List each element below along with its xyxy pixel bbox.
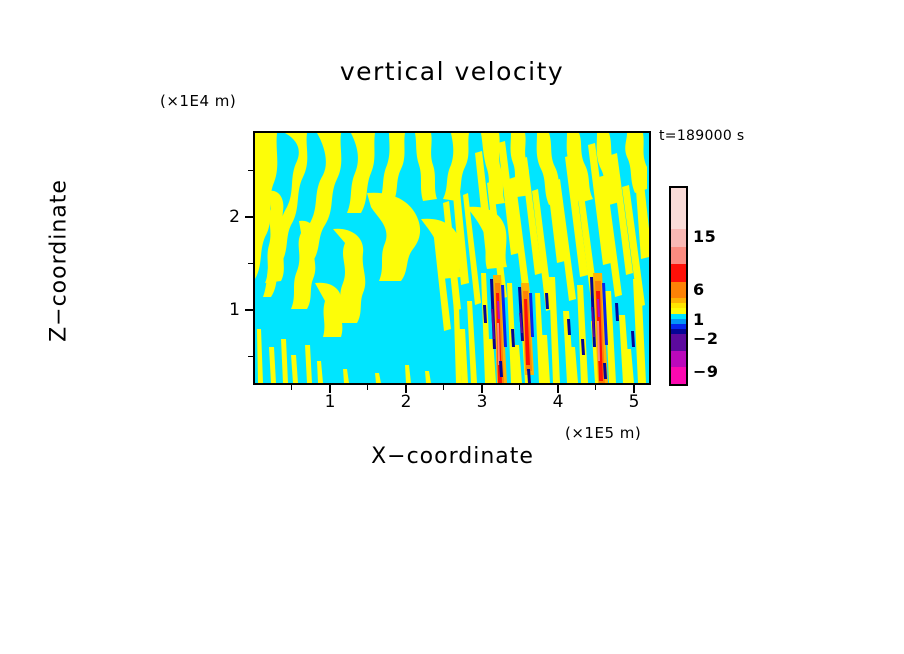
- colorbar-label-1: 1: [693, 310, 705, 329]
- y-tick-major-1: [245, 309, 253, 311]
- x-tick-major-5: [633, 385, 635, 393]
- colorbar-label-15: 15: [693, 227, 717, 246]
- colorbar-label-minus2: −2: [693, 329, 719, 348]
- colorbar-band-12: [671, 334, 686, 351]
- y-tick-minor: [248, 356, 253, 357]
- colorbar-band-13: [671, 350, 686, 368]
- y-tick-minor: [248, 170, 253, 171]
- colorbar-band-9: [671, 318, 686, 324]
- x-tick-major-2: [405, 385, 407, 393]
- x-tick-minor: [291, 385, 292, 390]
- x-tick-minor: [367, 385, 368, 390]
- colorbar-band-5: [671, 298, 686, 304]
- colorbar-label-minus9: −9: [693, 362, 719, 381]
- colorbar-band-3: [671, 263, 686, 282]
- x-tick-label-3: 3: [476, 392, 488, 412]
- x-tick-minor: [443, 385, 444, 390]
- x-tick-minor: [519, 385, 520, 390]
- x-tick-label-5: 5: [628, 392, 640, 412]
- x-tick-minor: [595, 385, 596, 390]
- y-axis-unit-label: (×1E4 m): [160, 92, 237, 110]
- x-axis-title: X−coordinate: [371, 444, 534, 469]
- x-tick-label-1: 1: [324, 392, 336, 412]
- colorbar-band-14: [671, 367, 686, 384]
- y-tick-label-1: 1: [229, 300, 240, 320]
- time-annotation: t=189000 s: [659, 128, 745, 144]
- colorbar-band-2: [671, 246, 686, 264]
- colorbar-band-7: [671, 308, 686, 314]
- x-tick-label-4: 4: [552, 392, 564, 412]
- contour-field: [255, 133, 649, 383]
- y-tick-label-2: 2: [229, 207, 240, 227]
- colorbar-band-1: [671, 228, 686, 247]
- x-tick-major-1: [329, 385, 331, 393]
- y-tick-major-2: [245, 216, 253, 218]
- colorbar-band-6: [671, 303, 686, 309]
- colorbar-band-4: [671, 281, 686, 299]
- contour-plot-panel: [253, 131, 651, 385]
- x-tick-major-4: [557, 385, 559, 393]
- colorbar: [669, 186, 688, 386]
- colorbar-band-0: [671, 188, 686, 229]
- colorbar-band-11: [671, 328, 686, 335]
- x-axis-unit-label: (×1E5 m): [565, 424, 642, 442]
- page-title: vertical velocity: [339, 57, 565, 86]
- contour-field-svg: [255, 133, 649, 383]
- colorbar-label-6: 6: [693, 280, 705, 299]
- y-axis-title: Z−coordinate: [46, 179, 72, 342]
- x-tick-label-2: 2: [400, 392, 412, 412]
- x-tick-major-3: [481, 385, 483, 393]
- colorbar-band-10: [671, 323, 686, 329]
- y-tick-minor: [248, 263, 253, 264]
- colorbar-band-8: [671, 313, 686, 319]
